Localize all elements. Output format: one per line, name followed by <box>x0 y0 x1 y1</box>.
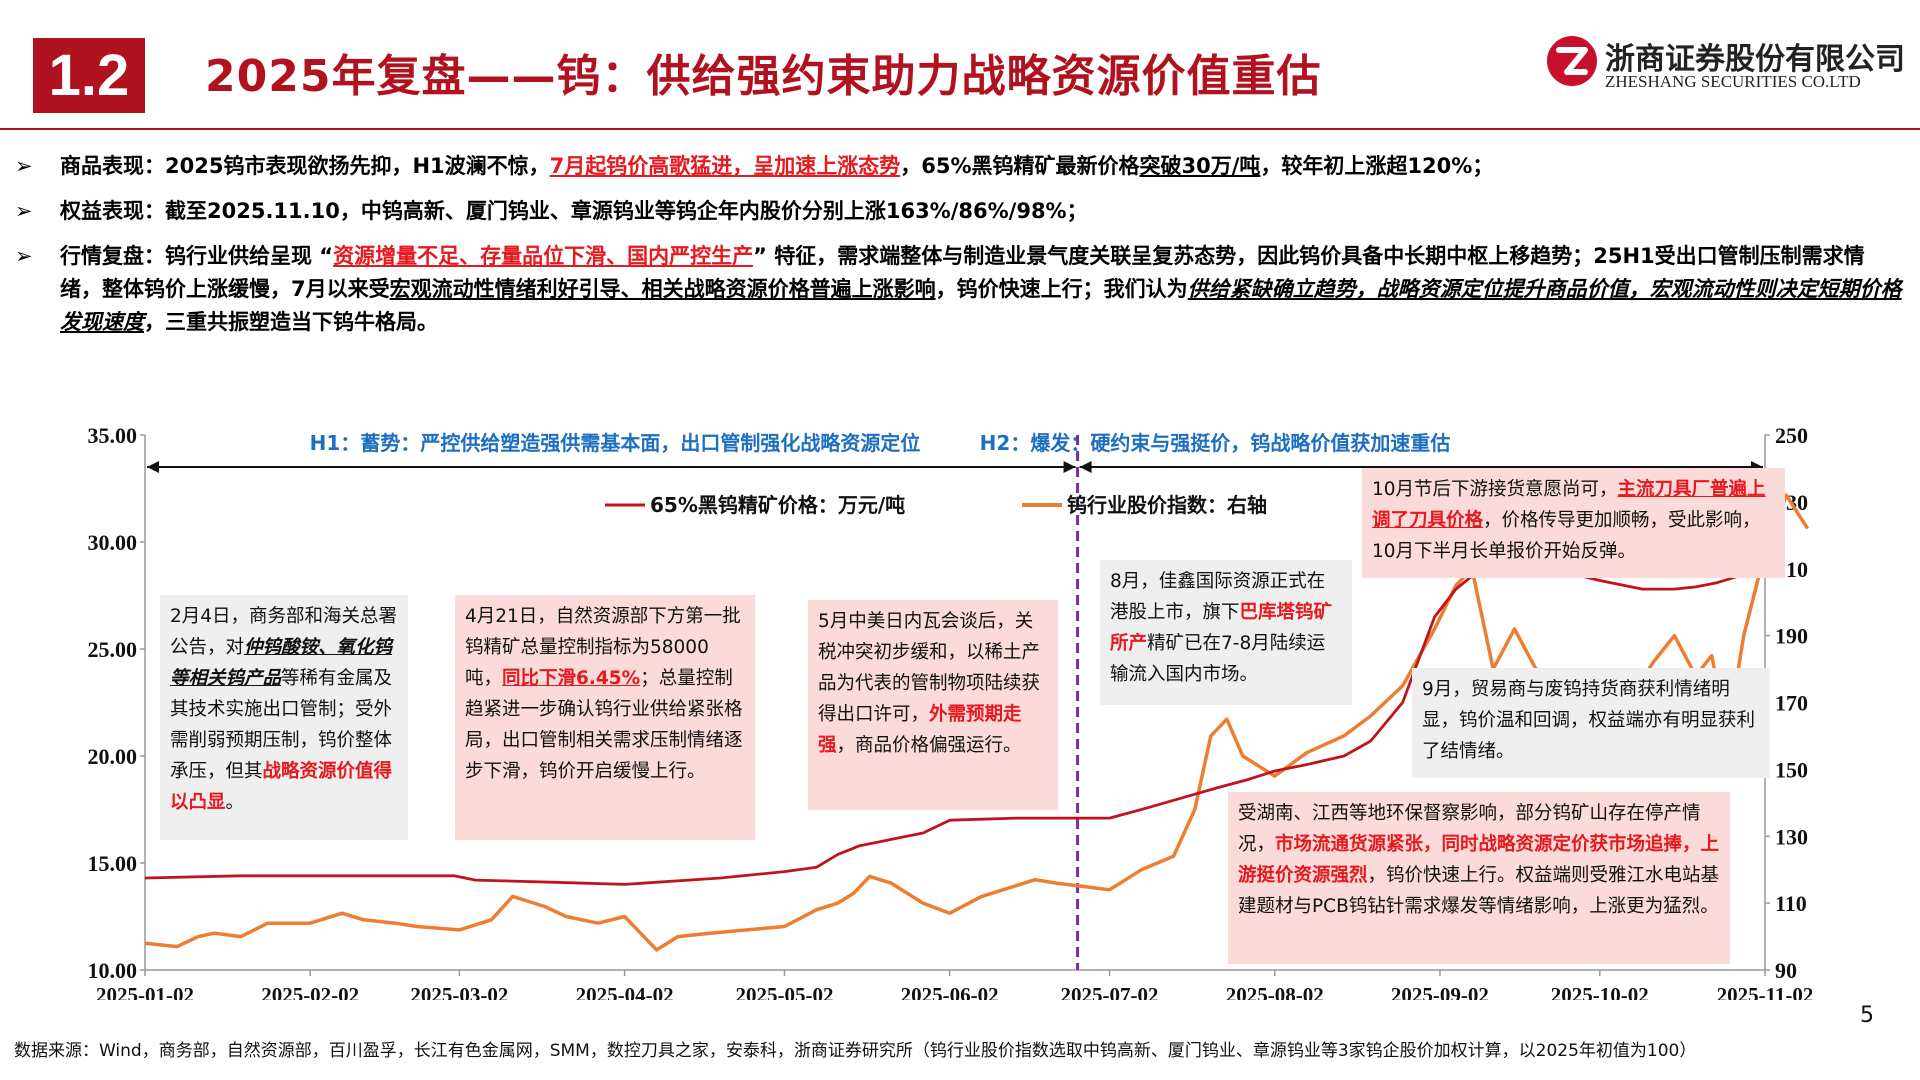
legend-price-label: 65%黑钨精矿价格：万元/吨 <box>650 493 905 517</box>
note-aug: 8月，佳鑫国际资源正式在港股上市，旗下巴库塔钨矿所产精矿已在7-8月陆续运输流入… <box>1100 560 1352 705</box>
y-right-tick-label: 150 <box>1775 757 1808 782</box>
note-late-aug: 受湖南、江西等地环保督察影响，部分钨矿山存在停产情况，市场流通货源紧张，同时战略… <box>1228 792 1730 964</box>
phase-h2-label: H2：爆发：硬约束与强挺价，钨战略价值获加速重估 <box>980 431 1451 455</box>
bullet-commodity: ➢ 商品表现：2025钨市表现欲扬先抑，H1波澜不惊，7月起钨价高歌猛进，呈加速… <box>10 150 1905 183</box>
x-tick-label: 2025-08-02 <box>1226 983 1324 1000</box>
y-right-tick-label: 170 <box>1775 691 1808 716</box>
data-source-note: 数据来源：Wind，商务部，自然资源部，百川盈孚，长江有色金属网，SMM，数控刀… <box>14 1041 1697 1061</box>
bullet-text: ，较年初上涨超120%； <box>1260 154 1494 178</box>
x-tick-label: 2025-03-02 <box>410 983 508 1000</box>
bullet-highlight: 资源增量不足、存量品位下滑、国内严控生产 <box>333 244 754 268</box>
chart-axes: 35.0030.0025.0020.0015.0010.002502302101… <box>88 423 1814 1000</box>
x-tick-label: 2025-11-02 <box>1717 983 1814 1000</box>
y-right-tick-label: 190 <box>1775 624 1808 649</box>
bullet-underline: 突破30万/吨 <box>1139 154 1261 178</box>
phase-h1-label: H1：蓄势：严控供给塑造强供需基本面，出口管制强化战略资源定位 <box>310 431 921 455</box>
x-tick-label: 2025-02-02 <box>261 983 359 1000</box>
bullet-text: ，三重共振塑造当下钨牛格局。 <box>144 310 438 334</box>
bullet-review: ➢ 行情复盘：钨行业供给呈现 “资源增量不足、存量品位下滑、国内严控生产” 特征… <box>10 240 1905 339</box>
note-sep: 9月，贸易商与废钨持货商获利情绪明显，钨价温和回调，权益端亦有明显获利了结情绪。 <box>1412 668 1770 778</box>
x-tick-label: 2025-09-02 <box>1391 983 1489 1000</box>
header-divider <box>0 128 1920 130</box>
bullet-equity: ➢ 权益表现：截至2025.11.10，中钨高新、厦门钨业、章源钨业等钨企年内股… <box>10 195 1905 228</box>
tungsten-chart: 35.0030.0025.0020.0015.0010.002502302101… <box>88 423 1814 1000</box>
bullet-text: 权益表现：截至2025.11.10，中钨高新、厦门钨业、章源钨业等钨企年内股价分… <box>60 199 1088 223</box>
note-apr: 4月21日，自然资源部下方第一批钨精矿总量控制指标为58000吨，同比下滑6.4… <box>455 595 755 840</box>
company-logo: 浙商证券股份有限公司 ZHESHANG SECURITIES CO.LTD <box>1545 32 1905 92</box>
y-left-tick-label: 20.00 <box>88 744 138 769</box>
logo-en-text: ZHESHANG SECURITIES CO.LTD <box>1605 72 1861 91</box>
bullet-text: 行情复盘：钨行业供给呈现 “ <box>60 244 334 268</box>
bullet-text: ，钨价快速上行；我们认为 <box>935 277 1188 301</box>
phase-markers: H1：蓄势：严控供给塑造强供需基本面，出口管制强化战略资源定位 H2：爆发：硬约… <box>147 431 1763 970</box>
h1-arrow-right-icon <box>1063 461 1076 473</box>
y-left-tick-label: 35.00 <box>88 423 138 448</box>
bullet-arrow-icon: ➢ <box>15 244 33 268</box>
y-left-tick-label: 25.00 <box>88 637 138 662</box>
bullet-text: ，65%黑钨精矿最新价格 <box>900 154 1140 178</box>
chart-legend: 65%黑钨精矿价格：万元/吨 钨行业股价指数：右轴 <box>605 493 1267 517</box>
logo-mark-icon <box>1547 36 1597 86</box>
x-tick-label: 2025-10-02 <box>1551 983 1649 1000</box>
logo-cn-text: 浙商证券股份有限公司 <box>1605 42 1905 77</box>
bullet-underline: 供给紧缺确立趋势，战略资源定位提升商品价值，宏观流动性则决定短期价格发现速度 <box>60 277 1902 334</box>
y-left-tick-label: 30.00 <box>88 530 138 555</box>
bullet-text: 商品表现：2025钨市表现欲扬先抑，H1波澜不惊， <box>60 154 550 178</box>
page-number: 5 <box>1860 1003 1874 1028</box>
x-tick-label: 2025-01-02 <box>96 983 194 1000</box>
x-tick-label: 2025-05-02 <box>735 983 833 1000</box>
h2-arrow-left-icon <box>1079 461 1092 473</box>
bullet-arrow-icon: ➢ <box>15 154 33 178</box>
y-right-tick-label: 250 <box>1775 423 1808 448</box>
bullet-arrow-icon: ➢ <box>15 199 33 223</box>
note-oct: 10月节后下游接货意愿尚可，主流刀具厂普遍上调了刀具价格，价格传导更加顺畅，受此… <box>1362 468 1785 578</box>
x-tick-label: 2025-06-02 <box>901 983 999 1000</box>
note-feb: 2月4日，商务部和海关总署公告，对仲钨酸铵、氧化钨等相关钨产品等稀有金属及其技术… <box>160 595 408 840</box>
page-title: 2025年复盘——钨：供给强约束助力战略资源价值重估 <box>205 51 1322 102</box>
section-number: 1.2 <box>33 38 145 113</box>
y-left-tick-label: 15.00 <box>88 851 138 876</box>
y-right-tick-label: 110 <box>1775 891 1807 916</box>
x-tick-label: 2025-04-02 <box>576 983 674 1000</box>
y-right-tick-label: 90 <box>1775 958 1797 983</box>
y-left-tick-label: 10.00 <box>88 958 138 983</box>
bullet-underline: 宏观流动性情绪利好引导、相关战略资源价格普遍上涨影响 <box>389 277 936 301</box>
h1-arrow-left-icon <box>147 461 159 473</box>
bullet-highlight: 7月起钨价高歌猛进，呈加速上涨态势 <box>549 154 901 178</box>
note-may: 5月中美日内瓦会谈后，关税冲突初步缓和，以稀土产品为代表的管制物项陆续获得出口许… <box>808 600 1058 810</box>
bullet-text: ” 特征，需求端整体与制造业景气度关联呈复苏态势，因此钨价具备中长期中枢上移趋势… <box>60 244 1865 301</box>
summary-bullets: ➢ 商品表现：2025钨市表现欲扬先抑，H1波澜不惊，7月起钨价高歌猛进，呈加速… <box>10 150 1905 351</box>
x-tick-label: 2025-07-02 <box>1061 983 1159 1000</box>
y-right-tick-label: 130 <box>1775 824 1808 849</box>
legend-index-label: 钨行业股价指数：右轴 <box>1067 493 1267 517</box>
